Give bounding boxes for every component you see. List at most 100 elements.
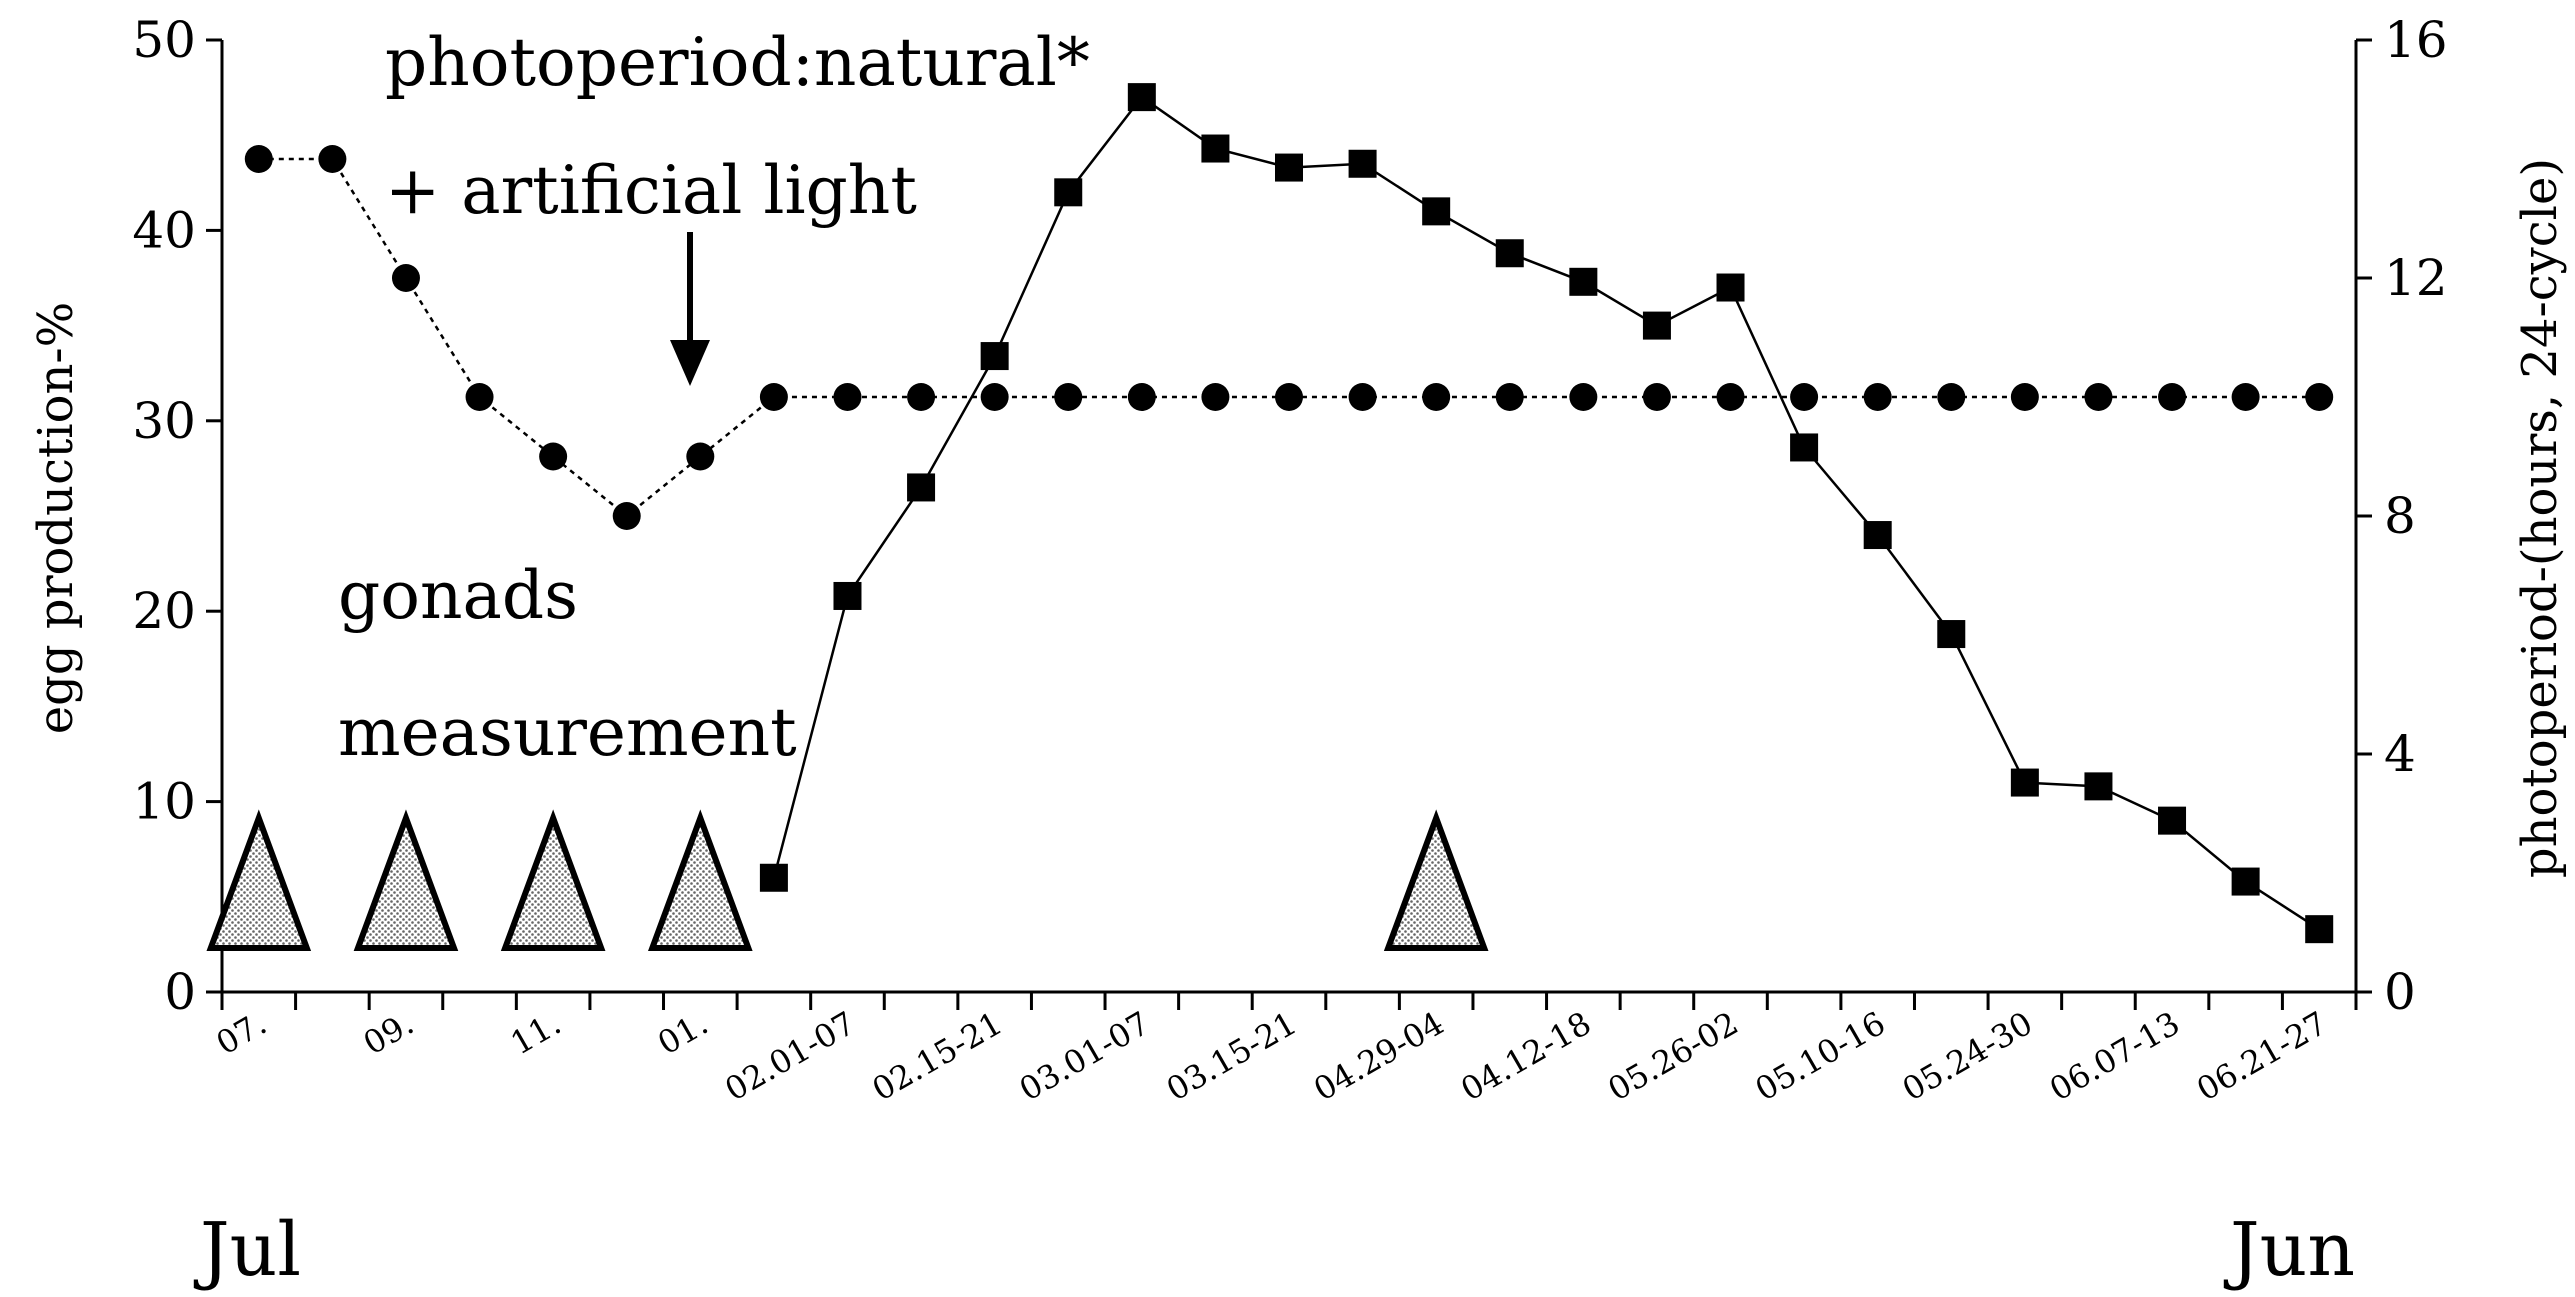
photoperiod-point [2305, 383, 2334, 411]
egg-production-point [907, 473, 936, 502]
photoperiod-point [1716, 383, 1745, 411]
photoperiod-point [1348, 383, 1377, 411]
start-month-label: Jul [193, 1207, 301, 1293]
photoperiod-point [612, 502, 641, 530]
x-tick-label: 09. [357, 1004, 420, 1062]
x-tick-label: 06.07-13 [2043, 1004, 2186, 1108]
annotation-gonads: gonads [338, 557, 578, 634]
egg-production-markers [759, 83, 2334, 944]
photoperiod-point [2010, 383, 2039, 411]
left-tick-label: 10 [132, 773, 196, 831]
egg-production-point [1201, 134, 1230, 163]
gonad-measurement-triangle [1383, 809, 1489, 951]
egg-production-point [1127, 83, 1156, 112]
photoperiod-point [244, 145, 273, 173]
gonad-measurement-triangle [500, 809, 606, 951]
series-photoperiod [244, 145, 2334, 530]
egg-production-point [1569, 267, 1598, 296]
photoperiod-point [1127, 383, 1156, 411]
egg-production-point [833, 581, 862, 610]
egg-production-point [2305, 915, 2334, 944]
egg-production-line [772, 95, 2320, 931]
photoperiod-point [907, 383, 936, 411]
gonad-measurement-triangle [353, 809, 459, 951]
x-tick-label: 05.26-02 [1602, 1004, 1745, 1108]
gonad-measurement-triangle [648, 809, 753, 951]
egg-production-point [1495, 239, 1524, 268]
egg-production-point [1275, 153, 1303, 182]
right-tick-label: 12 [2384, 249, 2448, 307]
egg-production-point [2231, 867, 2260, 896]
egg-production-point [980, 342, 1009, 371]
left-tick-label: 0 [164, 963, 196, 1021]
annotation-photoperiod-natural: photoperiod:natural* [385, 24, 1090, 101]
left-tick-label: 50 [132, 11, 196, 69]
left-y-ticks: 0 10 20 30 40 50 [132, 11, 222, 1021]
photoperiod-point [1495, 383, 1524, 411]
x-tick-label: 03.15-21 [1160, 1004, 1303, 1108]
photoperiod-point [686, 442, 715, 471]
photoperiod-point [833, 383, 862, 411]
series-egg-production [759, 83, 2334, 944]
x-tick-label: 11. [504, 1004, 567, 1062]
right-tick-label: 0 [2384, 963, 2416, 1021]
x-tick-labels: 07. 09. 11. 01. 02.01-07 02.15-21 03.01-07 03.1… [210, 1004, 2333, 1108]
photoperiod-point [980, 383, 1009, 411]
photoperiod-point [1201, 383, 1230, 411]
photoperiod-point [759, 383, 788, 411]
x-tick-label: 05.10-16 [1749, 1004, 1892, 1108]
x-tick-label: 02.01-07 [719, 1004, 862, 1108]
egg-production-point [1716, 273, 1745, 302]
left-tick-label: 30 [132, 392, 196, 450]
left-tick-label: 20 [132, 582, 196, 640]
egg-production-point [2158, 806, 2187, 835]
x-tick-label: 04.29-04 [1307, 1004, 1450, 1108]
egg-production-point [2010, 768, 2039, 797]
x-tick-label: 01. [651, 1004, 714, 1062]
right-y-ticks: 0 4 8 12 16 [2356, 11, 2448, 1021]
gonad-measurement-triangle [206, 809, 312, 951]
right-tick-label: 8 [2384, 487, 2416, 545]
photoperiod-point [1937, 383, 1966, 411]
egg-production-point [1054, 178, 1083, 207]
annotation-measurement: measurement [338, 694, 797, 771]
photoperiod-point [2231, 383, 2260, 411]
x-tick-label: 06.21-27 [2190, 1004, 2333, 1108]
artificial-light-arrow [670, 232, 710, 386]
right-tick-label: 16 [2384, 11, 2448, 69]
left-axis-title: egg production-% [28, 302, 84, 735]
annotation-artificial-light: + artificial light [385, 152, 917, 229]
photoperiod-point [465, 383, 494, 411]
egg-production-point [2084, 772, 2113, 801]
x-tick-label: 05.24-30 [1896, 1004, 2039, 1108]
photoperiod-point [1054, 383, 1083, 411]
photoperiod-point [1422, 383, 1451, 411]
photoperiod-point [391, 264, 420, 292]
photoperiod-point [318, 145, 347, 173]
gonad-measurement-markers [206, 809, 1489, 951]
right-tick-label: 4 [2384, 725, 2416, 783]
right-axis-title: photoperiod-(hours, 24-cycle) [2512, 158, 2568, 878]
photoperiod-point [1790, 383, 1819, 411]
end-month-label: Jun [2223, 1207, 2355, 1293]
photoperiod-point [2158, 383, 2187, 411]
photoperiod-point [539, 442, 568, 471]
egg-production-point [1863, 521, 1892, 550]
x-ticks [220, 992, 2358, 1010]
photoperiod-point [1642, 383, 1671, 411]
egg-production-point [1642, 311, 1671, 340]
left-tick-label: 40 [132, 201, 196, 259]
x-tick-label: 03.01-07 [1013, 1004, 1156, 1108]
egg-production-point [1790, 433, 1819, 462]
photoperiod-point [1863, 383, 1892, 411]
photoperiod-point [2084, 383, 2113, 411]
photoperiod-point [1275, 383, 1303, 411]
egg-production-point [759, 863, 788, 892]
x-tick-label: 04.12-18 [1454, 1004, 1597, 1108]
x-tick-label: 02.15-21 [866, 1004, 1009, 1108]
photoperiod-point [1569, 383, 1598, 411]
egg-production-point [1937, 620, 1966, 649]
photoperiod-line [258, 157, 2320, 518]
egg-production-point [1348, 149, 1377, 178]
